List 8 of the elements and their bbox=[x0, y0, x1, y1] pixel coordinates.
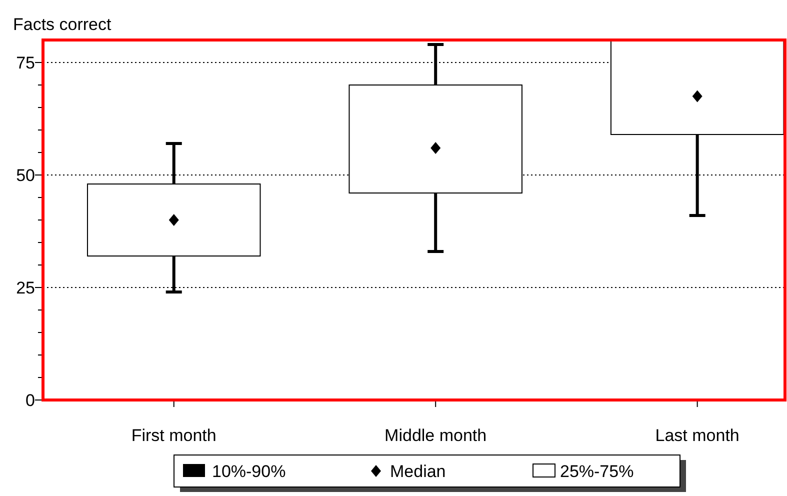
y-tick-label: 50 bbox=[16, 166, 35, 185]
y-axis-title: Facts correct bbox=[13, 15, 112, 34]
x-tick-label: Middle month bbox=[384, 426, 487, 445]
y-tick-label: 25 bbox=[16, 278, 35, 298]
y-tick-label: 75 bbox=[16, 53, 35, 72]
x-tick-label: Last month bbox=[655, 426, 740, 445]
x-tick-label: First month bbox=[131, 426, 216, 445]
y-tick-label: 0 bbox=[26, 390, 35, 410]
